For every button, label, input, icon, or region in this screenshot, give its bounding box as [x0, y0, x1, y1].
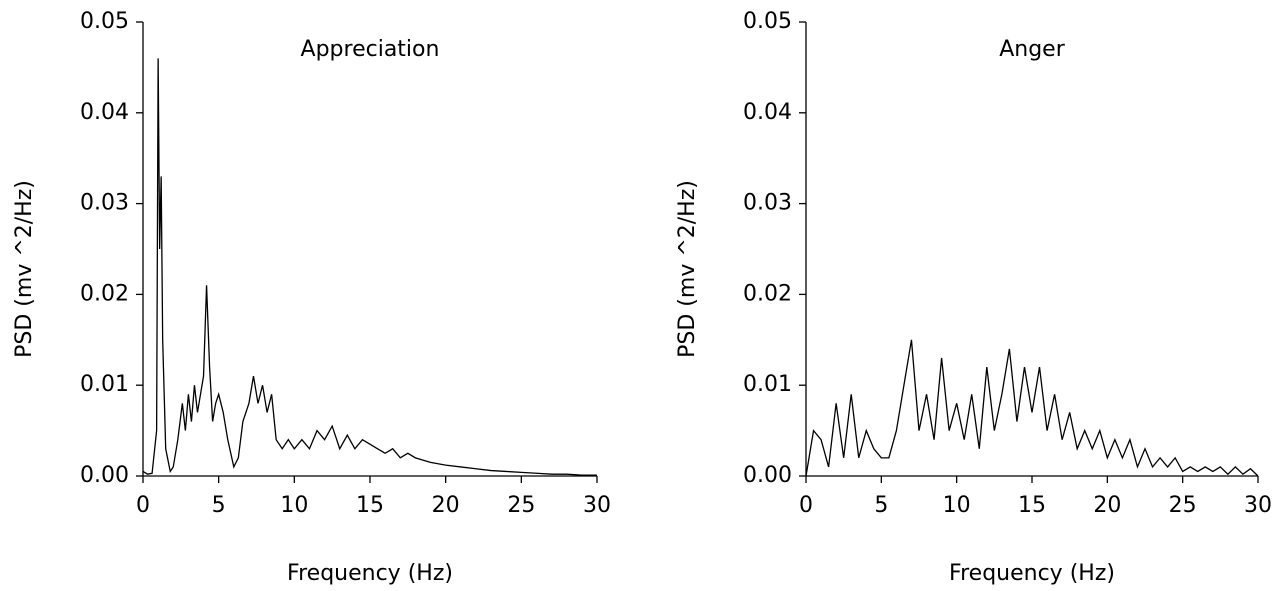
y-tick-label: 0.05 [743, 9, 792, 34]
x-tick-label: 5 [874, 493, 888, 518]
x-tick-label: 15 [1018, 493, 1046, 518]
x-tick-label: 10 [280, 493, 308, 518]
y-tick-label: 0.00 [80, 463, 129, 488]
psd-line [805, 339, 1259, 477]
x-tick-label: 15 [356, 493, 384, 518]
y-axis-label: PSD (mv ^2/Hz) [12, 180, 37, 358]
y-tick-label: 0.00 [743, 463, 792, 488]
x-tick-label: 30 [583, 493, 611, 518]
y-tick-label: 0.02 [743, 281, 792, 306]
x-tick-label: 0 [799, 493, 813, 518]
y-tick-label: 0.03 [80, 191, 129, 216]
chart-title: Anger [999, 37, 1065, 62]
chart-title: Appreciation [301, 37, 440, 62]
y-axis-label: PSD (mv ^2/Hz) [675, 180, 700, 358]
x-tick-label: 10 [943, 493, 971, 518]
x-tick-label: 30 [1244, 493, 1272, 518]
psd-line [142, 58, 597, 476]
y-tick-label: 0.05 [80, 9, 129, 34]
x-tick-label: 20 [432, 493, 460, 518]
x-tick-label: 25 [507, 493, 535, 518]
x-tick-label: 25 [1169, 493, 1197, 518]
y-tick-label: 0.03 [743, 191, 792, 216]
y-tick-label: 0.01 [743, 372, 792, 397]
y-tick-label: 0.02 [80, 281, 129, 306]
x-tick-label: 5 [212, 493, 226, 518]
y-tick-label: 0.01 [80, 372, 129, 397]
x-axis-label: Frequency (Hz) [949, 561, 1115, 586]
x-tick-label: 20 [1093, 493, 1121, 518]
y-tick-label: 0.04 [743, 100, 792, 125]
x-tick-label: 0 [136, 493, 150, 518]
y-tick-label: 0.04 [80, 100, 129, 125]
x-axis-label: Frequency (Hz) [287, 561, 453, 586]
